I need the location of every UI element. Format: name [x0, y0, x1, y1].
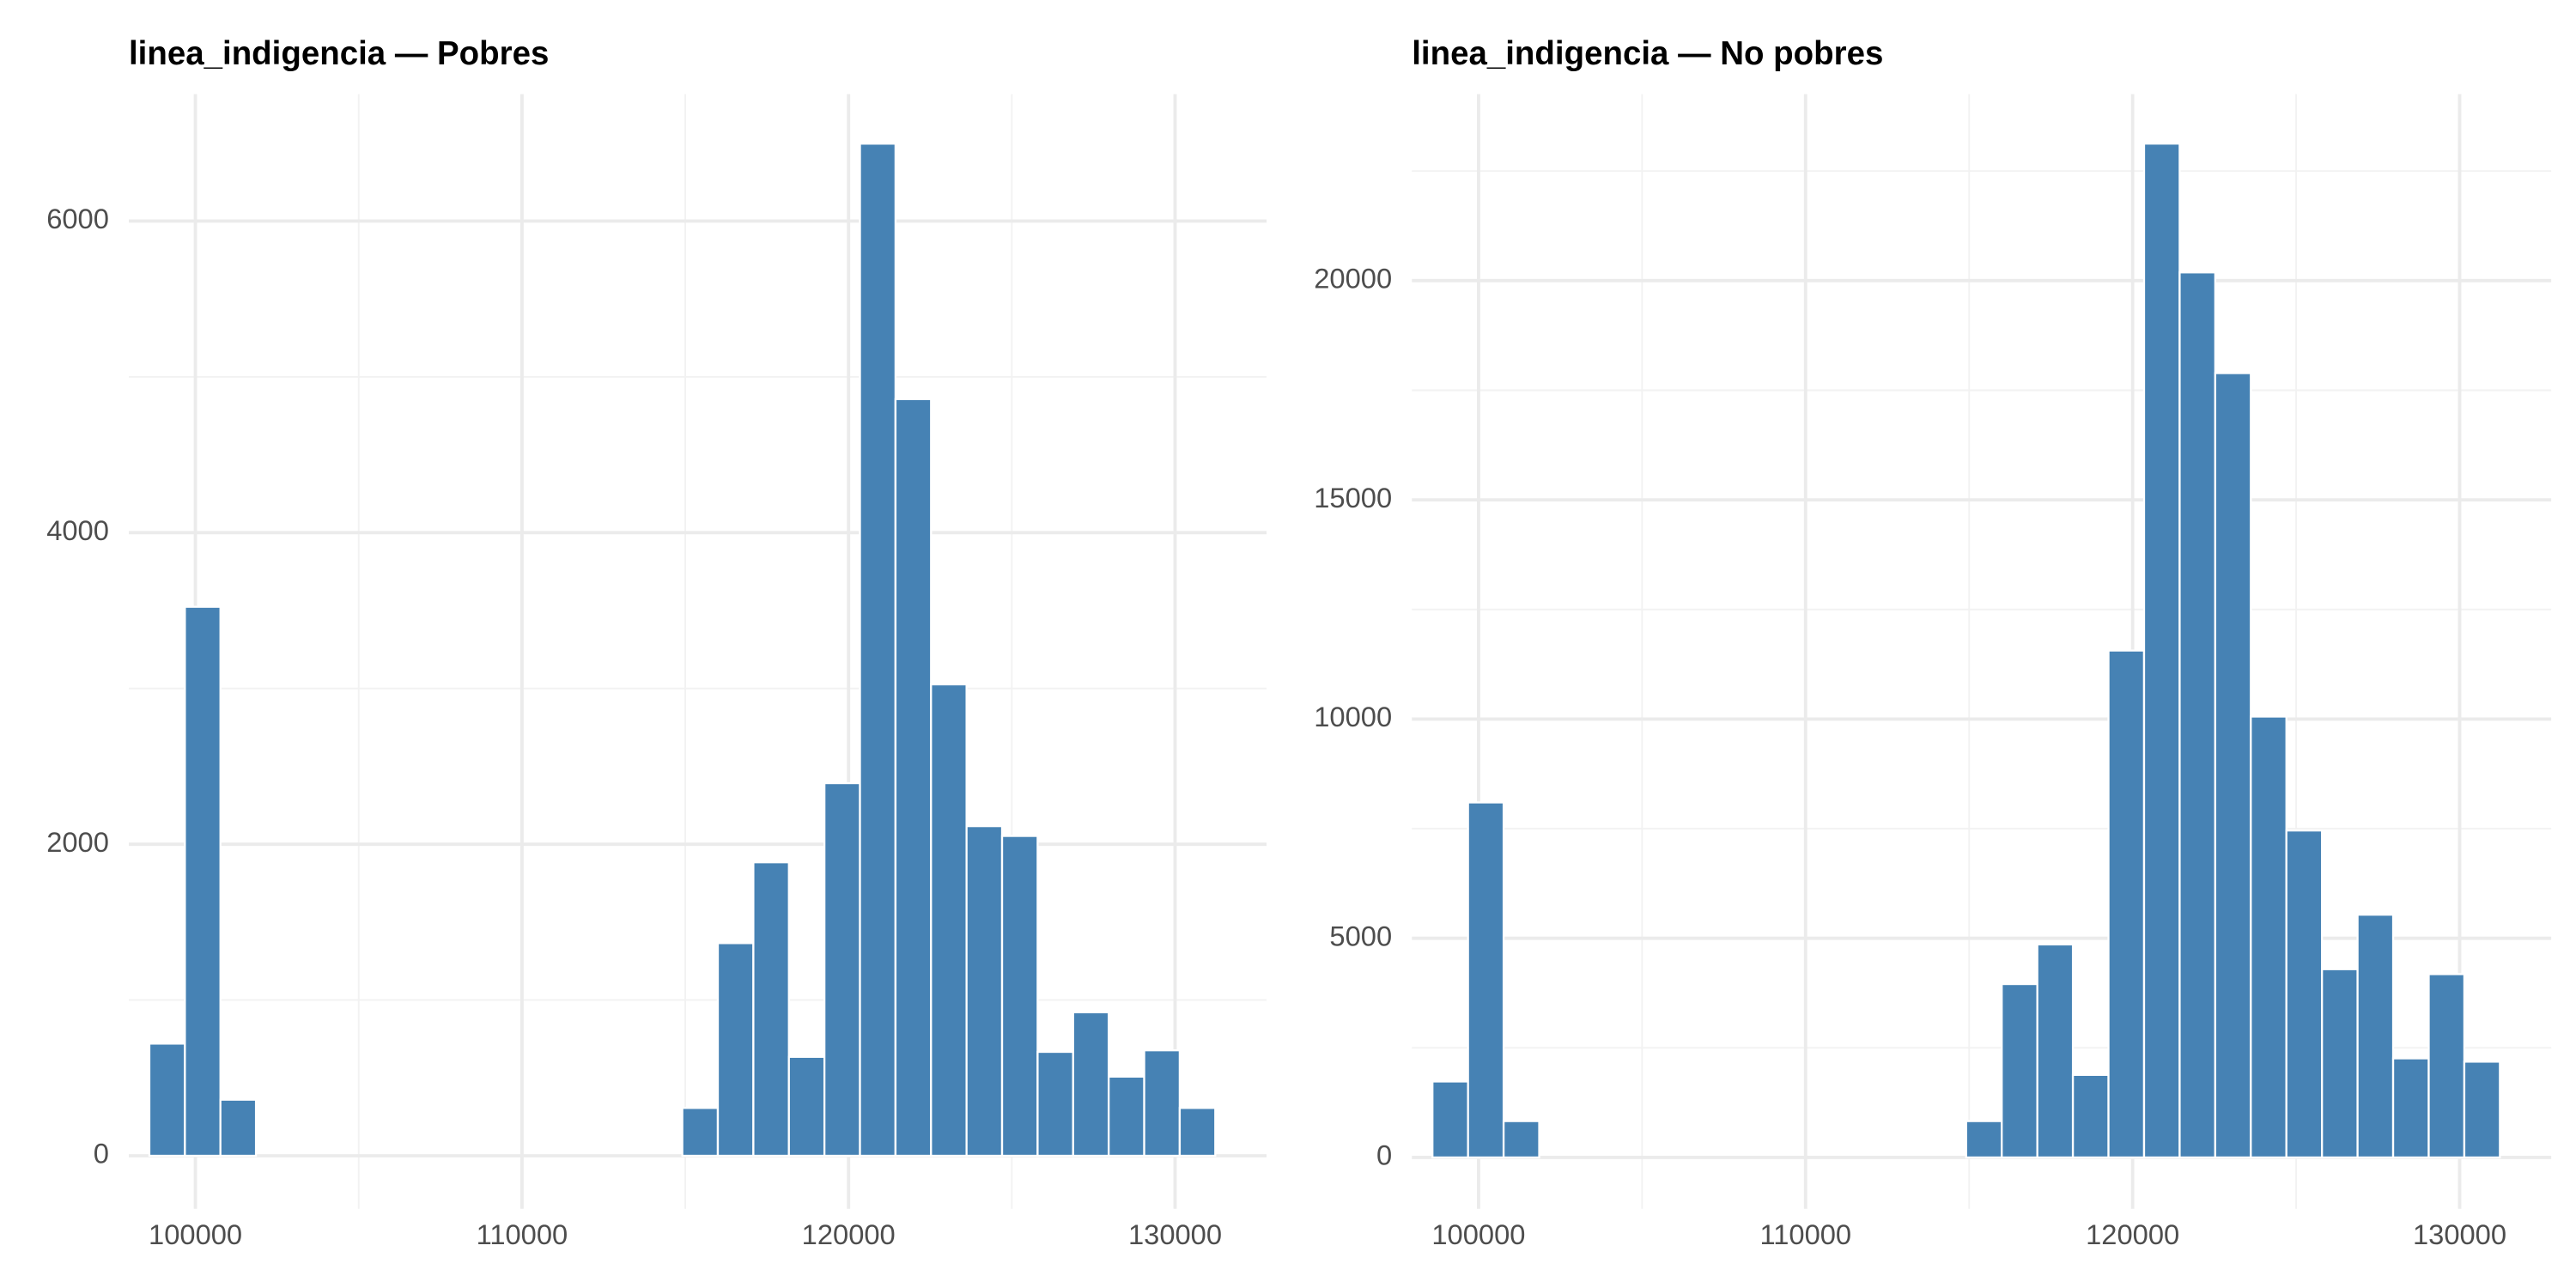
- y-tick-label: 2000: [46, 826, 109, 858]
- bar: [2427, 973, 2466, 1159]
- bar: [1036, 1050, 1074, 1157]
- y-tick-label: 0: [1376, 1139, 1392, 1171]
- bar: [1143, 1049, 1182, 1157]
- bar: [930, 683, 968, 1157]
- bar: [965, 824, 1004, 1157]
- bar: [1965, 1120, 2003, 1159]
- y-tick-label: 6000: [46, 203, 109, 234]
- bar: [859, 143, 897, 1157]
- x-tick-label: 120000: [2086, 1218, 2179, 1250]
- y-tick-label: 10000: [1314, 701, 1392, 732]
- bar: [219, 1098, 258, 1157]
- bar: [2142, 143, 2181, 1159]
- bar: [2036, 943, 2075, 1159]
- bar: [2107, 649, 2146, 1159]
- bar: [1467, 801, 1505, 1159]
- bar: [681, 1107, 720, 1157]
- y-tick-label: 4000: [46, 514, 109, 546]
- bar: [1178, 1107, 1217, 1157]
- y-tick-label: 20000: [1314, 262, 1392, 294]
- chart-title: linea_indigencia — No pobres: [1412, 35, 1883, 72]
- bar: [1000, 835, 1039, 1157]
- x-tick-label: 110000: [1759, 1218, 1851, 1250]
- x-tick-label: 130000: [2413, 1218, 2506, 1250]
- bar: [2285, 829, 2324, 1159]
- x-tick-label: 100000: [149, 1218, 242, 1250]
- x-tick-label: 120000: [802, 1218, 896, 1250]
- y-tick-label: 0: [94, 1138, 109, 1170]
- bar: [752, 861, 790, 1157]
- bar: [184, 605, 222, 1157]
- bar: [148, 1042, 186, 1157]
- bar: [2391, 1057, 2430, 1159]
- x-tick-label: 100000: [1431, 1218, 1525, 1250]
- bar: [2214, 372, 2252, 1159]
- bar: [2356, 914, 2395, 1159]
- bar: [1502, 1120, 1540, 1159]
- bar: [2250, 715, 2287, 1159]
- bar: [2001, 982, 2038, 1159]
- bar: [2463, 1060, 2501, 1159]
- bar: [1072, 1011, 1110, 1157]
- chart-title: linea_indigencia — Pobres: [129, 35, 549, 72]
- bar: [1431, 1080, 1469, 1159]
- bar: [1108, 1075, 1145, 1157]
- x-tick-label: 130000: [1128, 1218, 1222, 1250]
- bar: [823, 781, 861, 1157]
- x-tick-label: 110000: [477, 1218, 568, 1250]
- bar: [2321, 968, 2359, 1159]
- bar: [2071, 1073, 2110, 1159]
- y-tick-label: 5000: [1329, 920, 1392, 951]
- bar: [716, 942, 755, 1157]
- bar: [894, 398, 933, 1157]
- y-tick-label: 15000: [1314, 482, 1392, 513]
- bar: [787, 1055, 826, 1157]
- bar: [2178, 271, 2217, 1159]
